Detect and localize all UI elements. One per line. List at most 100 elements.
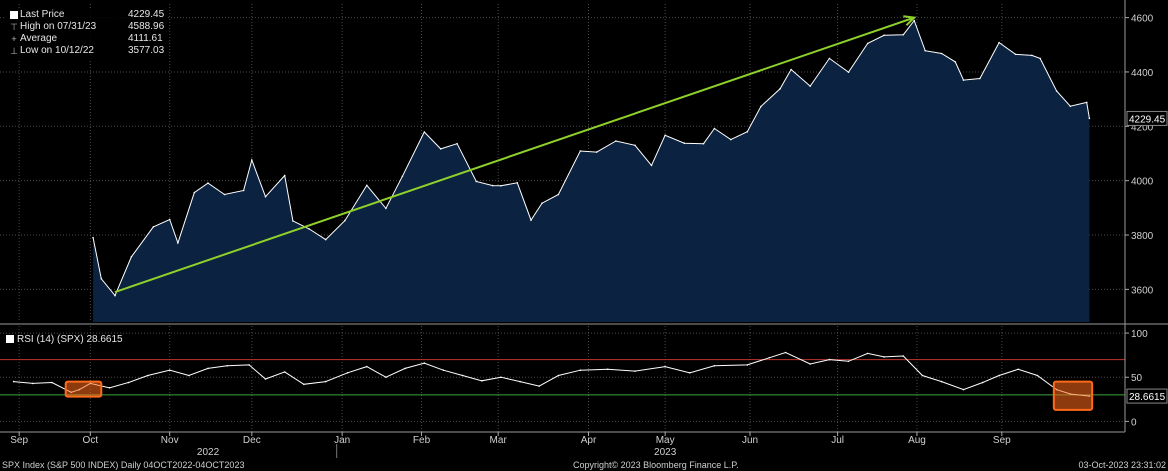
price-point [223, 193, 226, 196]
rsi-point [809, 363, 811, 365]
price-point [913, 19, 915, 22]
price-tick-label: 4000 [1131, 177, 1154, 188]
x-tick-label: May [656, 435, 675, 446]
legend-label: Last Price [20, 9, 65, 20]
rsi-point [768, 357, 770, 359]
x-tick-label: Jun [742, 435, 758, 446]
x-tick-label: Mar [490, 435, 508, 446]
footer-timestamp: 03-Oct-2023 23:31:02 [1078, 460, 1166, 470]
price-tick-label: 3600 [1131, 285, 1154, 296]
rsi-point [324, 380, 327, 383]
rsi-point [940, 380, 943, 383]
rsi-point [746, 364, 749, 366]
price-point [177, 242, 179, 244]
price-point [828, 57, 831, 60]
x-tick-label: Oct [83, 435, 99, 446]
rsi-legend-label: RSI (14) (SPX) 28.6615 [17, 334, 123, 345]
legend-label: High on 07/31/23 [20, 21, 97, 32]
trendline-arrowhead-icon [903, 15, 917, 27]
price-point [1014, 53, 1017, 56]
rsi-point [127, 381, 130, 384]
rsi-point [500, 376, 502, 379]
price-point [998, 41, 1000, 44]
rsi-point [828, 358, 831, 361]
price-point [683, 142, 686, 144]
price-point [423, 131, 426, 133]
price-tick-label: 3800 [1131, 231, 1154, 242]
last-rsi-label: 28.6615 [1129, 392, 1166, 403]
price-point [114, 294, 116, 297]
rsi-point [207, 367, 209, 370]
rsi-point [689, 372, 691, 374]
rsi-point [606, 368, 609, 371]
last-rsi-box [1126, 388, 1168, 404]
oversold-highlight-box [1052, 380, 1094, 411]
price-point [760, 105, 762, 108]
last-price-label: 4229.45 [1129, 114, 1166, 125]
x-year-label: 2023 [654, 447, 677, 458]
rsi-point [248, 364, 250, 366]
price-point [979, 77, 981, 80]
rsi-point [147, 374, 149, 377]
legend-label: Low on 10/12/22 [20, 45, 94, 56]
price-point [924, 49, 926, 52]
rsi-point [264, 378, 267, 380]
price-point [475, 180, 478, 183]
rsi-point [713, 365, 716, 367]
rsi-point [883, 356, 885, 358]
price-tick-label: 4400 [1131, 68, 1154, 79]
legend-marker-icon [6, 335, 14, 343]
price-point [344, 219, 346, 222]
price-point [401, 175, 404, 178]
price-point [615, 140, 617, 142]
price-point [530, 219, 532, 221]
rsi-tick-label: 100 [1131, 329, 1148, 340]
average-marker-icon: + [11, 34, 17, 44]
price-point [902, 33, 905, 36]
x-tick-label: Aug [908, 435, 926, 446]
x-tick-label: Sep [10, 435, 28, 446]
price-point [439, 148, 442, 150]
rsi-series-line [13, 351, 1090, 397]
rsi-point [1017, 368, 1019, 371]
rsi-point [902, 355, 905, 357]
rsi-point [634, 370, 636, 372]
rsi-point [981, 381, 984, 384]
rsi-point [404, 367, 406, 370]
price-point [746, 130, 749, 133]
legend-value: 4229.45 [128, 9, 165, 20]
price-point [579, 150, 582, 152]
price-point [100, 278, 103, 280]
rsi-point [538, 385, 540, 387]
footer-copyright: Copyright© 2023 Bloomberg Finance L.P. [573, 460, 739, 470]
price-y-axis: 3600 3800 4000 4200 4400 4600 4229.45 [1125, 14, 1168, 296]
high-marker-icon: ⊤ [10, 22, 18, 32]
x-tick-label: Feb [413, 435, 431, 446]
price-point [1031, 54, 1033, 57]
price-point [193, 191, 196, 194]
price-plot [92, 15, 1091, 322]
price-point [385, 207, 387, 210]
x-tick-label: Jul [831, 435, 844, 446]
price-point [168, 218, 171, 221]
price-point [152, 226, 155, 228]
price-point [283, 174, 286, 177]
price-point [366, 184, 368, 187]
price-point [883, 34, 885, 37]
legend-value: 4111.61 [128, 33, 163, 44]
price-point [790, 68, 792, 71]
price-point [251, 159, 253, 161]
price-point [1088, 117, 1091, 120]
price-point [264, 195, 267, 198]
legend-item-average: + Average 4111.61 [8, 33, 164, 45]
rsi-point [423, 362, 426, 364]
oversold-highlight-box [64, 380, 103, 398]
price-point [541, 202, 543, 204]
rsi-point [188, 374, 190, 377]
rsi-point [12, 380, 15, 383]
rsi-tick-label: 50 [1131, 373, 1143, 384]
price-point [847, 71, 850, 73]
price-point [954, 61, 957, 63]
price-point [702, 142, 705, 145]
legend-item-high: ⊤ High on 07/31/23 4588.96 [8, 21, 164, 33]
